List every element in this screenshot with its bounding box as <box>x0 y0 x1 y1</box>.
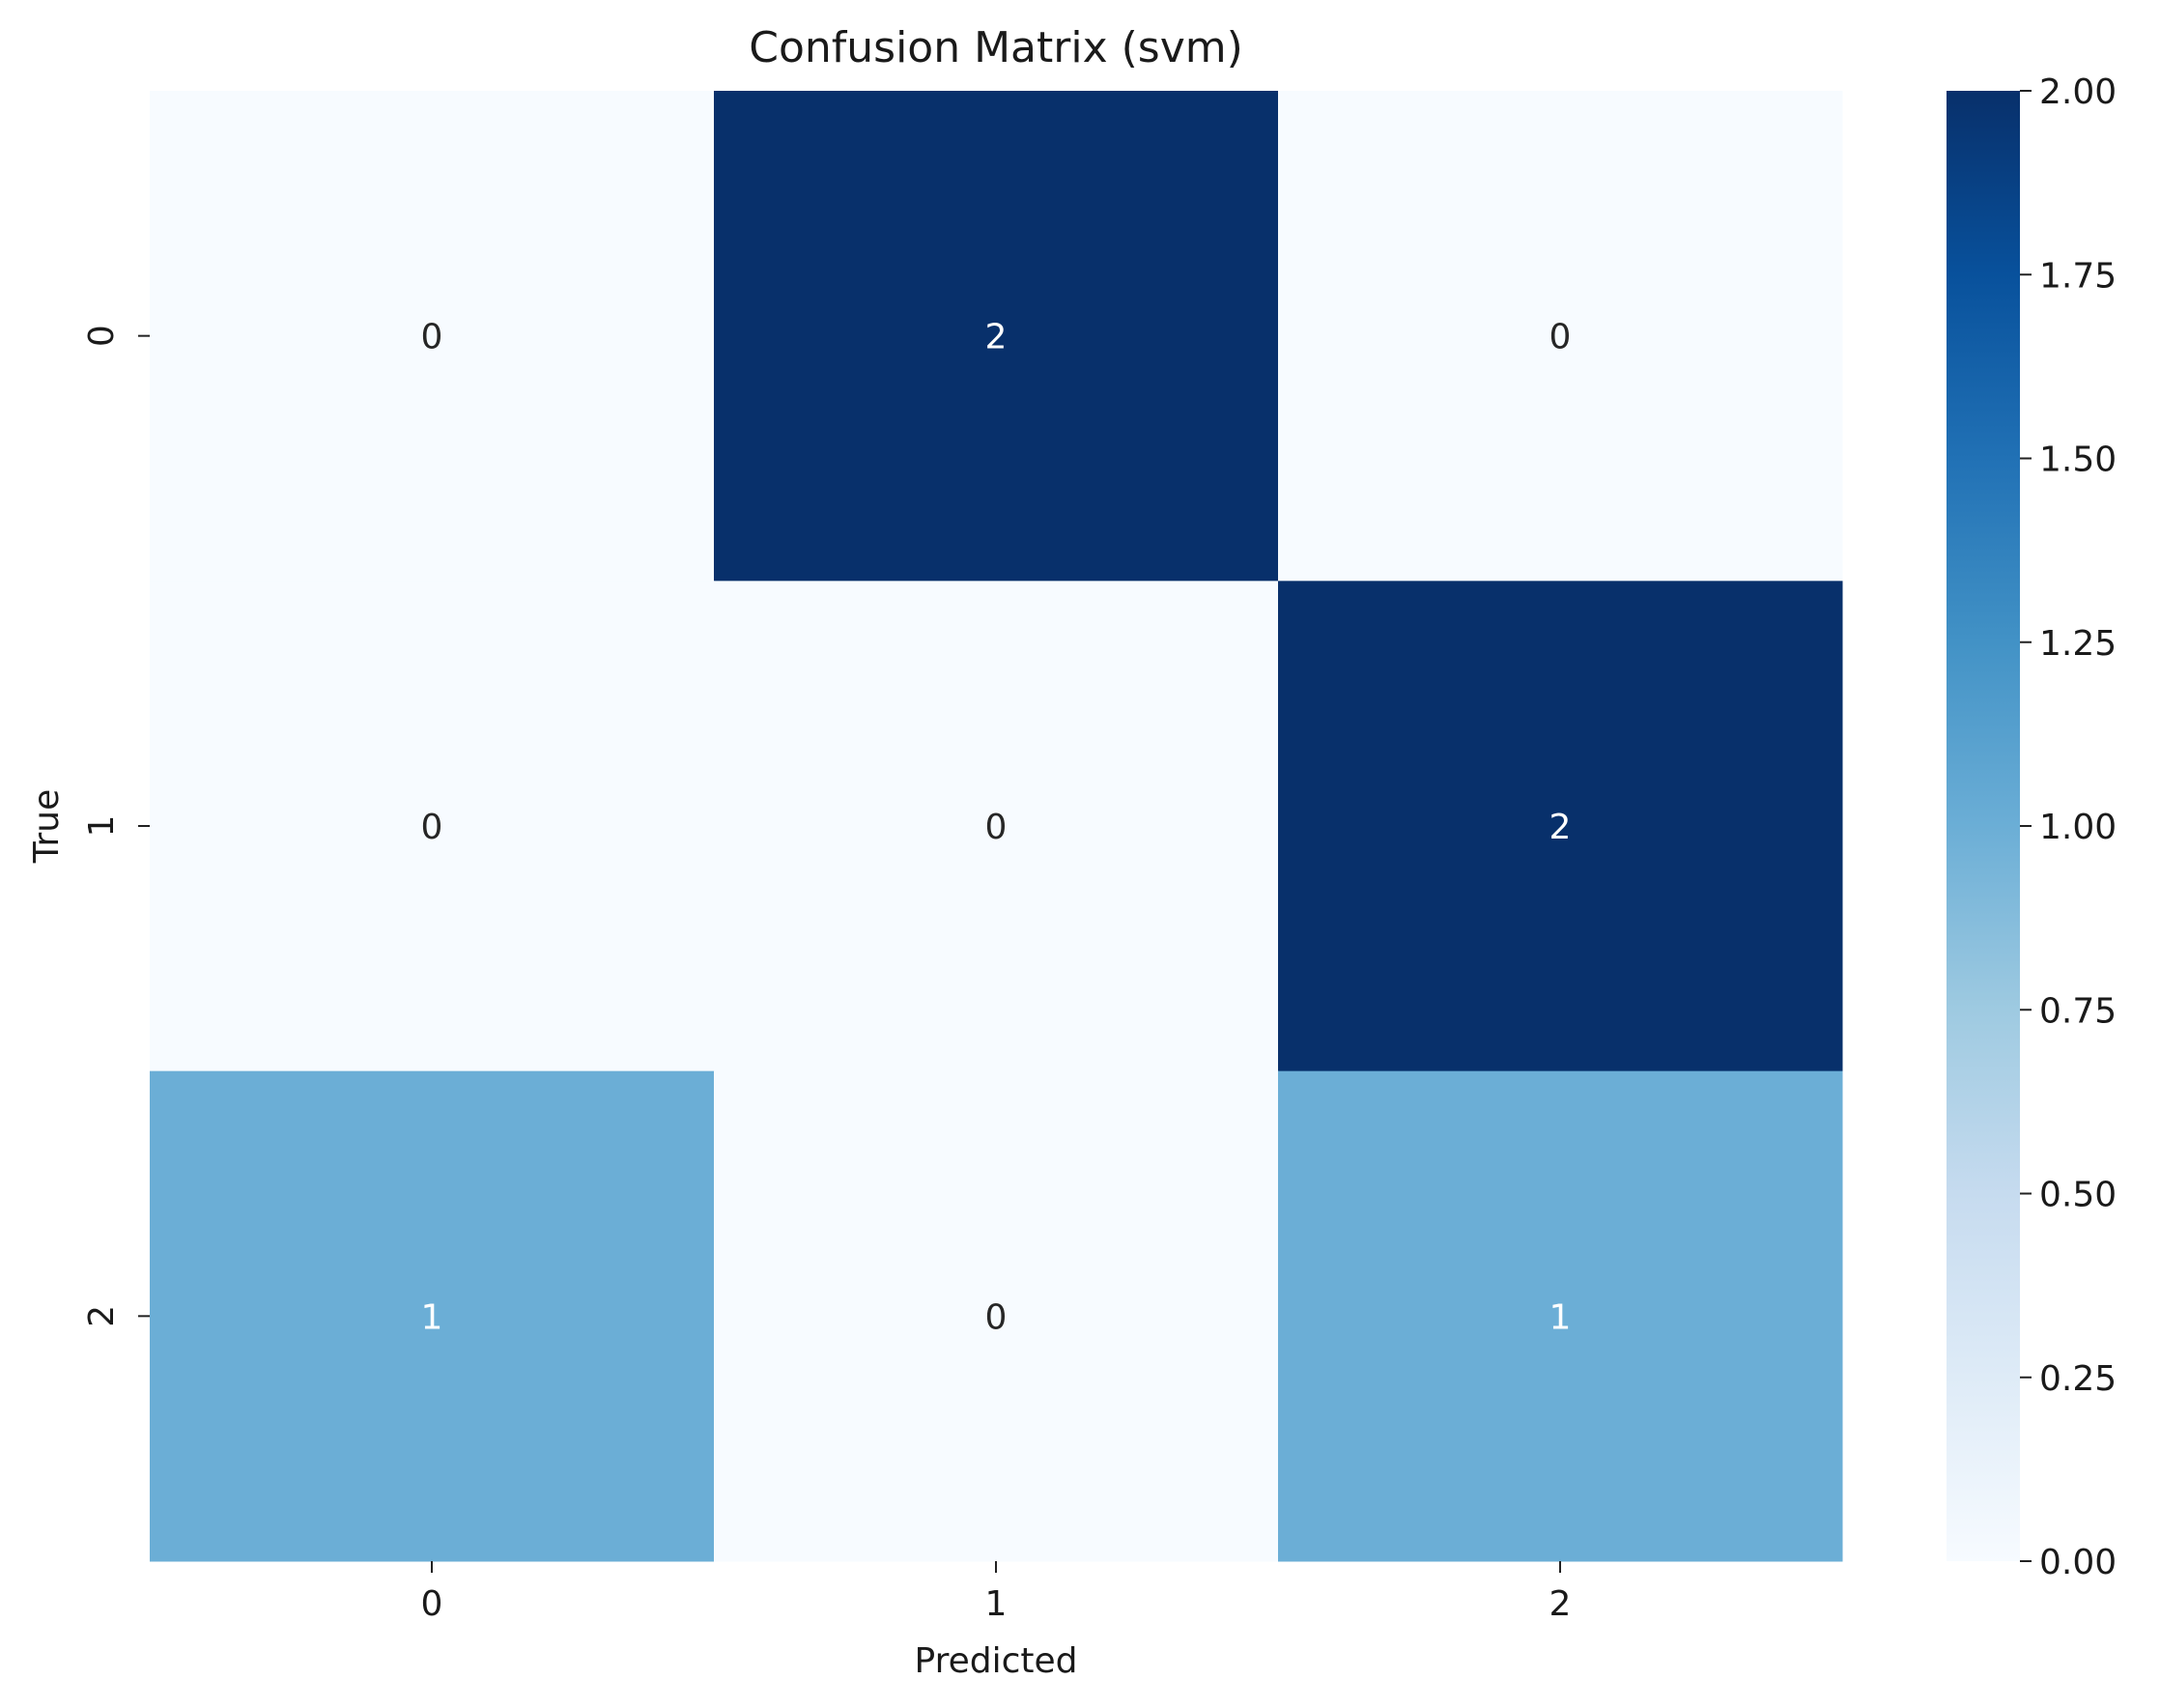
heatmap-cell-r2-c1 <box>714 1070 1279 1562</box>
chart-title: Confusion Matrix (svm) <box>749 23 1243 72</box>
colorbar-tick-label-5: 1.25 <box>2039 624 2117 664</box>
heatmap-cell-r0-c1 <box>714 91 1279 582</box>
cell-value-label-r1-c0: 0 <box>421 808 443 847</box>
x-axis-label: Predicted <box>915 1641 1078 1681</box>
heatmap-cell-labels: 0 2 0 0 0 2 1 0 1 <box>421 318 1572 1338</box>
colorbar-tick-label-4: 1.00 <box>2039 808 2117 847</box>
cell-value-label-r2-c2: 1 <box>1549 1297 1572 1337</box>
y-axis-label: True <box>27 789 67 864</box>
y-tick-label-0: 0 <box>82 325 122 347</box>
heatmap-cell-r2-c2 <box>1278 1070 1843 1562</box>
colorbar-tick-label-6: 1.50 <box>2039 441 2117 480</box>
heatmap-cell-r1-c2 <box>1278 581 1843 1072</box>
cell-value-label-r0-c0: 0 <box>421 318 443 357</box>
cell-value-label-r0-c1: 2 <box>985 318 1008 357</box>
heatmap-cell-r0-c2 <box>1278 91 1843 582</box>
cell-value-label-r1-c1: 0 <box>985 808 1008 847</box>
colorbar-ticks: 0.00 0.25 0.50 0.75 1.00 1.25 1.50 1.75 2.00 <box>2020 72 2117 1582</box>
colorbar-tick-label-8: 2.00 <box>2039 72 2117 112</box>
x-axis-ticks: 0 1 2 <box>421 1561 1572 1624</box>
colorbar-tick-label-3: 0.75 <box>2039 991 2117 1031</box>
x-tick-label-1: 1 <box>985 1584 1008 1624</box>
heatmap-cells <box>150 91 1843 1562</box>
colorbar <box>1947 91 2020 1561</box>
x-tick-label-2: 2 <box>1549 1584 1572 1624</box>
colorbar-tick-label-7: 1.75 <box>2039 256 2117 296</box>
x-tick-label-0: 0 <box>421 1584 443 1624</box>
cell-value-label-r2-c1: 0 <box>985 1297 1008 1337</box>
cell-value-label-r0-c2: 0 <box>1549 318 1572 357</box>
colorbar-tick-label-1: 0.25 <box>2039 1359 2117 1399</box>
y-tick-label-1: 1 <box>82 815 122 838</box>
heatmap-cell-r1-c0 <box>150 581 715 1072</box>
heatmap-cell-r0-c0 <box>150 91 715 582</box>
heatmap-cell-r2-c0 <box>150 1070 715 1562</box>
cell-value-label-r2-c0: 1 <box>421 1297 443 1337</box>
y-tick-label-2: 2 <box>82 1305 122 1327</box>
colorbar-tick-label-0: 0.00 <box>2039 1543 2117 1582</box>
y-axis-ticks: 0 1 2 <box>82 325 150 1327</box>
cell-value-label-r1-c2: 2 <box>1549 808 1572 847</box>
heatmap-cell-r1-c1 <box>714 581 1279 1072</box>
colorbar-tick-label-2: 0.50 <box>2039 1176 2117 1215</box>
